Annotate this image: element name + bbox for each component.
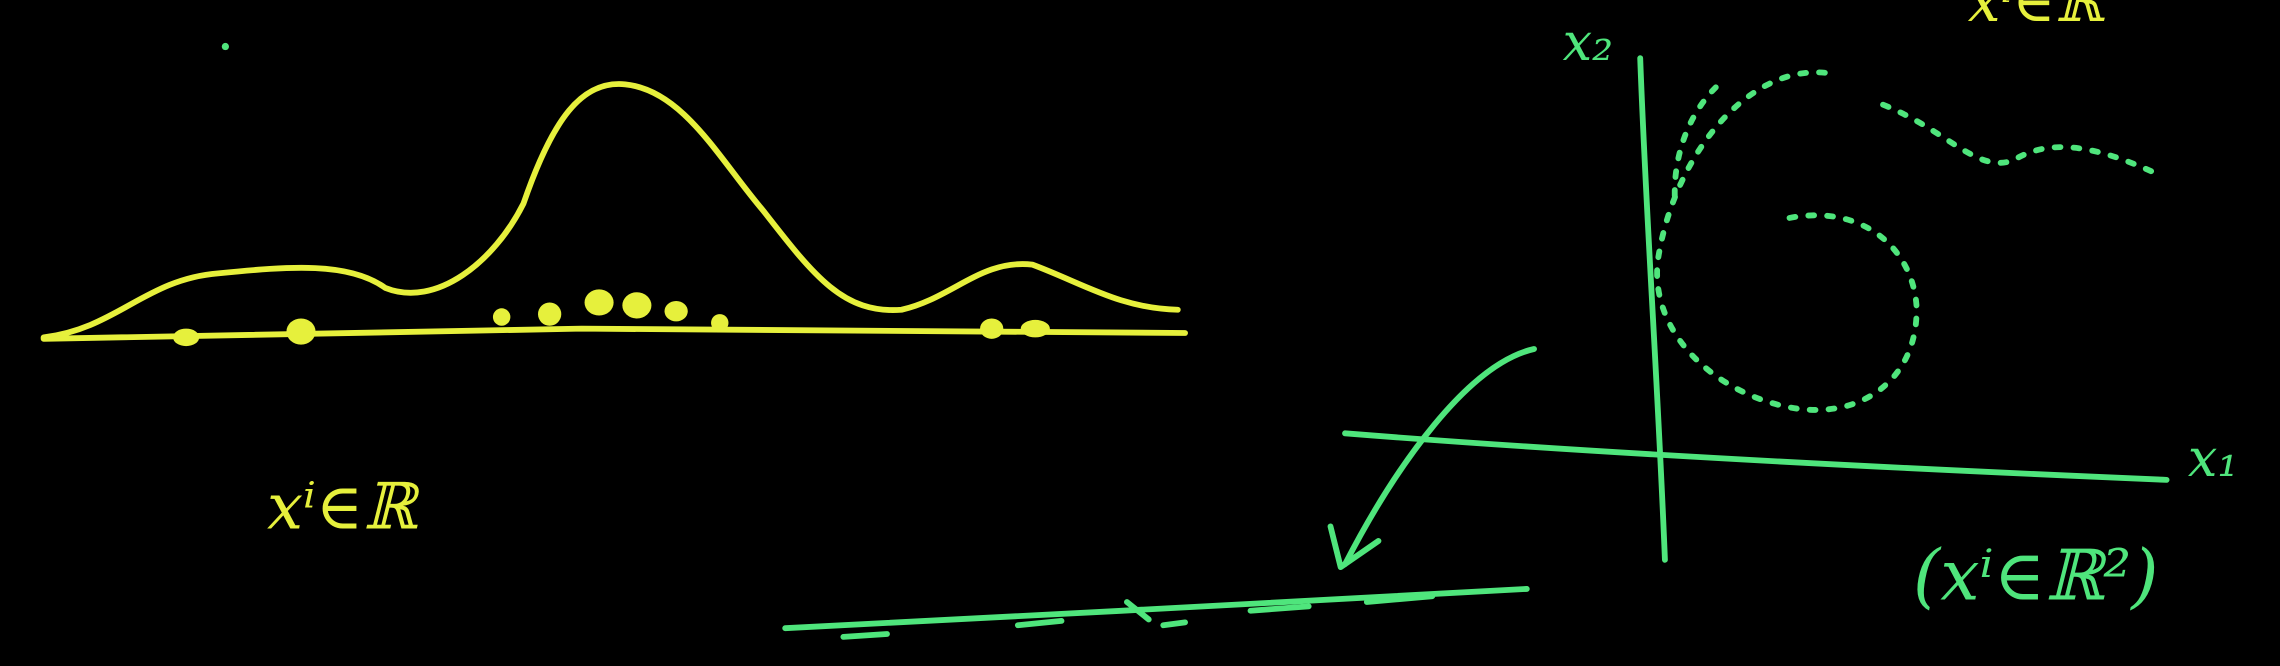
y-axis [1637,55,1668,563]
sample [584,289,614,316]
x1-label: x₁ [2188,428,2239,489]
manifold-points [1654,69,1920,413]
sample [622,292,652,319]
manifold-points [1671,84,1719,207]
arrow-head [1327,523,1382,571]
left-label: xⁱ∈ℝ [267,470,420,544]
right-label: (xⁱ∈ℝ²) [1913,536,2158,617]
sample [538,302,562,326]
sample [711,314,729,332]
projection-points [840,593,1436,640]
manifold-points [1880,101,2155,175]
sample [980,318,1004,339]
density-curve [40,81,1181,341]
x2-label: x₂ [1563,12,1614,73]
arrow [1342,346,1537,568]
samples [173,289,1050,347]
sample [492,308,511,326]
sample [1020,319,1050,338]
x-axis [1342,430,2170,483]
sample [286,318,316,345]
sample [664,301,688,322]
top-label: xⁱ∈ℝ [1968,0,2108,35]
sample [173,328,200,347]
dot [221,42,230,51]
